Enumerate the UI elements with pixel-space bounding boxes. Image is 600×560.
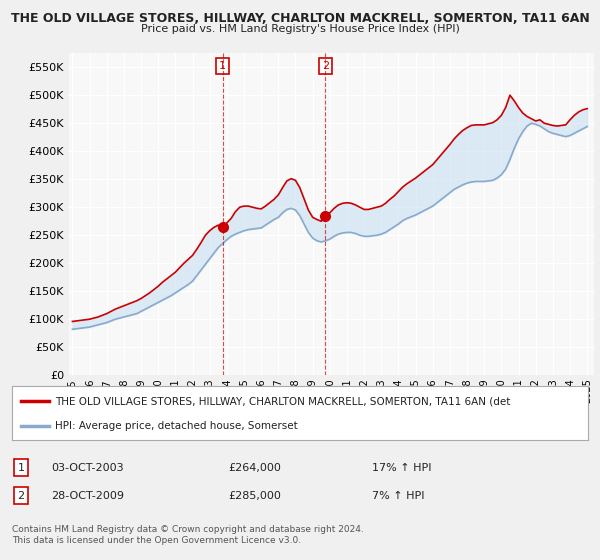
Text: 03-OCT-2003: 03-OCT-2003: [51, 463, 124, 473]
Text: HPI: Average price, detached house, Somerset: HPI: Average price, detached house, Some…: [55, 421, 298, 431]
Text: THE OLD VILLAGE STORES, HILLWAY, CHARLTON MACKRELL, SOMERTON, TA11 6AN: THE OLD VILLAGE STORES, HILLWAY, CHARLTO…: [11, 12, 589, 25]
Text: THE OLD VILLAGE STORES, HILLWAY, CHARLTON MACKRELL, SOMERTON, TA11 6AN (det: THE OLD VILLAGE STORES, HILLWAY, CHARLTO…: [55, 396, 511, 407]
Text: Price paid vs. HM Land Registry's House Price Index (HPI): Price paid vs. HM Land Registry's House …: [140, 24, 460, 34]
Text: 2: 2: [17, 491, 25, 501]
Text: Contains HM Land Registry data © Crown copyright and database right 2024.
This d: Contains HM Land Registry data © Crown c…: [12, 525, 364, 545]
Text: £264,000: £264,000: [228, 463, 281, 473]
Text: £285,000: £285,000: [228, 491, 281, 501]
Text: 17% ↑ HPI: 17% ↑ HPI: [372, 463, 431, 473]
Text: 1: 1: [219, 61, 226, 71]
Text: 7% ↑ HPI: 7% ↑ HPI: [372, 491, 425, 501]
Text: 2: 2: [322, 61, 329, 71]
Text: 1: 1: [17, 463, 25, 473]
Text: 28-OCT-2009: 28-OCT-2009: [51, 491, 124, 501]
